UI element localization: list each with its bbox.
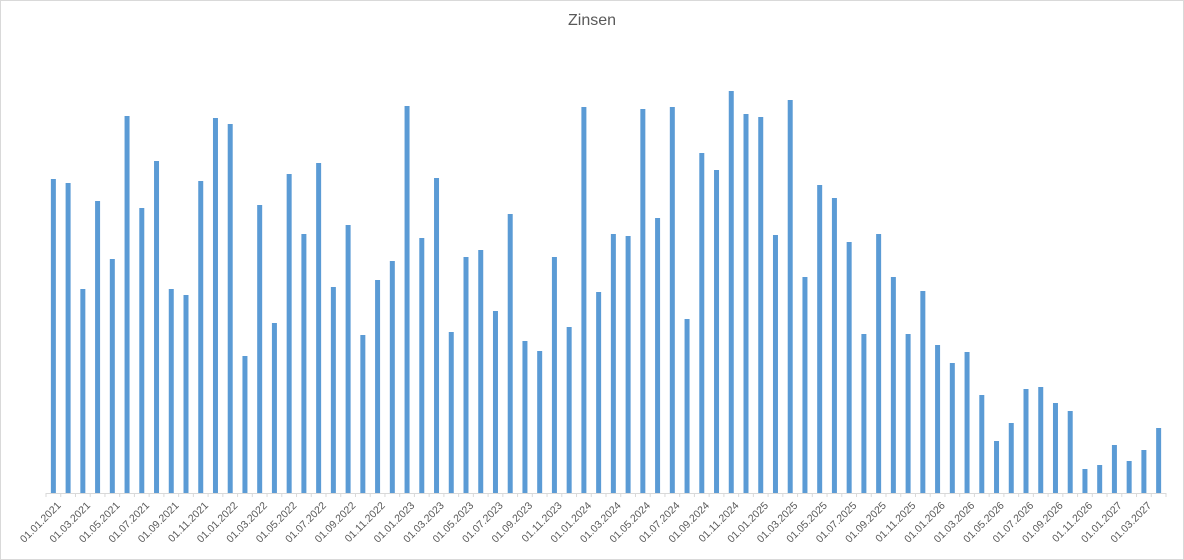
bar-01.01.2023	[404, 106, 410, 493]
bar-01.01.2024	[581, 107, 587, 493]
bar-01.02.2022	[242, 356, 248, 493]
bar-01.07.2025	[846, 242, 852, 493]
x-axis	[45, 493, 1167, 497]
bar-01.12.2021	[212, 118, 218, 493]
bar-01.09.2025	[876, 234, 882, 493]
bar-01.06.2021	[124, 116, 130, 493]
bar-01.02.2026	[949, 363, 955, 493]
bar-01.09.2024	[699, 153, 705, 493]
bar-01.01.2022	[227, 124, 233, 493]
bar-01.08.2021	[154, 161, 160, 493]
bar-01.04.2026	[979, 395, 985, 493]
bar-01.07.2024	[669, 107, 675, 493]
bar-01.01.2025	[758, 117, 764, 493]
chart-title: Zinsen	[567, 12, 617, 29]
bar-01.10.2024	[714, 170, 720, 493]
bar-01.09.2021	[168, 289, 174, 493]
bar-01.10.2025	[890, 277, 896, 493]
bar-01.06.2023	[478, 250, 484, 493]
bar-01.12.2026	[1097, 465, 1103, 493]
bar-01.05.2026	[994, 441, 1000, 493]
bar-01.11.2023	[551, 257, 557, 493]
bar-01.10.2022	[360, 335, 366, 493]
bar-01.03.2024	[610, 234, 616, 493]
bar-01.12.2024	[743, 114, 749, 493]
bar-01.05.2022	[286, 174, 292, 493]
bar-01.11.2024	[728, 91, 734, 493]
bar-01.03.2027	[1141, 450, 1147, 493]
x-tick-labels: 01.01.202101.03.202101.05.202101.07.2021…	[18, 500, 1154, 546]
bar-01.07.2022	[316, 163, 322, 493]
bar-01.06.2025	[831, 198, 837, 493]
bar-01.12.2023	[566, 327, 572, 493]
bar-01.07.2026	[1023, 389, 1029, 493]
bar-01.03.2023	[434, 178, 440, 493]
bar-01.03.2026	[964, 352, 970, 493]
bar-01.04.2022	[271, 323, 277, 493]
bar-01.01.2026	[935, 345, 941, 493]
bar-01.07.2023	[492, 311, 498, 493]
bar-01.12.2025	[920, 291, 926, 493]
bar-01.12.2022	[389, 261, 395, 493]
bar-01.05.2021	[109, 259, 115, 493]
bar-01.03.2021	[80, 289, 86, 493]
bar-01.03.2022	[257, 205, 263, 493]
bar-01.01.2021	[50, 179, 56, 493]
bar-01.04.2021	[95, 201, 101, 493]
bar-01.08.2025	[861, 334, 867, 493]
bar-01.11.2026	[1082, 469, 1088, 493]
bar-01.08.2024	[684, 319, 690, 493]
bar-01.04.2027	[1156, 428, 1162, 493]
bar-01.04.2023	[448, 332, 454, 493]
bar-01.07.2021	[139, 208, 145, 493]
bar-01.06.2024	[655, 218, 661, 493]
bar-01.05.2023	[463, 257, 469, 493]
bars-layer	[50, 91, 1162, 493]
bar-01.09.2026	[1052, 403, 1058, 493]
bar-01.10.2021	[183, 295, 189, 493]
bar-01.02.2021	[65, 183, 71, 493]
bar-01.04.2024	[625, 236, 631, 493]
bar-01.02.2027	[1126, 461, 1132, 493]
bar-01.08.2023	[507, 214, 513, 493]
bar-01.04.2025	[802, 277, 808, 493]
bar-01.08.2022	[330, 287, 336, 493]
bar-01.09.2023	[522, 341, 528, 493]
bar-01.02.2024	[596, 292, 602, 493]
bar-01.02.2025	[772, 235, 778, 493]
bar-01.03.2025	[787, 100, 793, 493]
bar-01.11.2021	[198, 181, 204, 493]
bar-01.05.2024	[640, 109, 646, 493]
bar-01.10.2026	[1067, 411, 1073, 493]
bar-01.05.2025	[817, 185, 823, 493]
bar-01.11.2025	[905, 334, 911, 493]
bar-01.08.2026	[1038, 387, 1044, 493]
bar-01.01.2027	[1111, 445, 1117, 493]
bar-01.10.2023	[537, 351, 543, 493]
bar-01.06.2026	[1008, 423, 1014, 493]
bar-01.02.2023	[419, 238, 425, 493]
bar-01.06.2022	[301, 234, 307, 493]
bar-01.11.2022	[375, 280, 381, 493]
bar-01.09.2022	[345, 225, 351, 493]
